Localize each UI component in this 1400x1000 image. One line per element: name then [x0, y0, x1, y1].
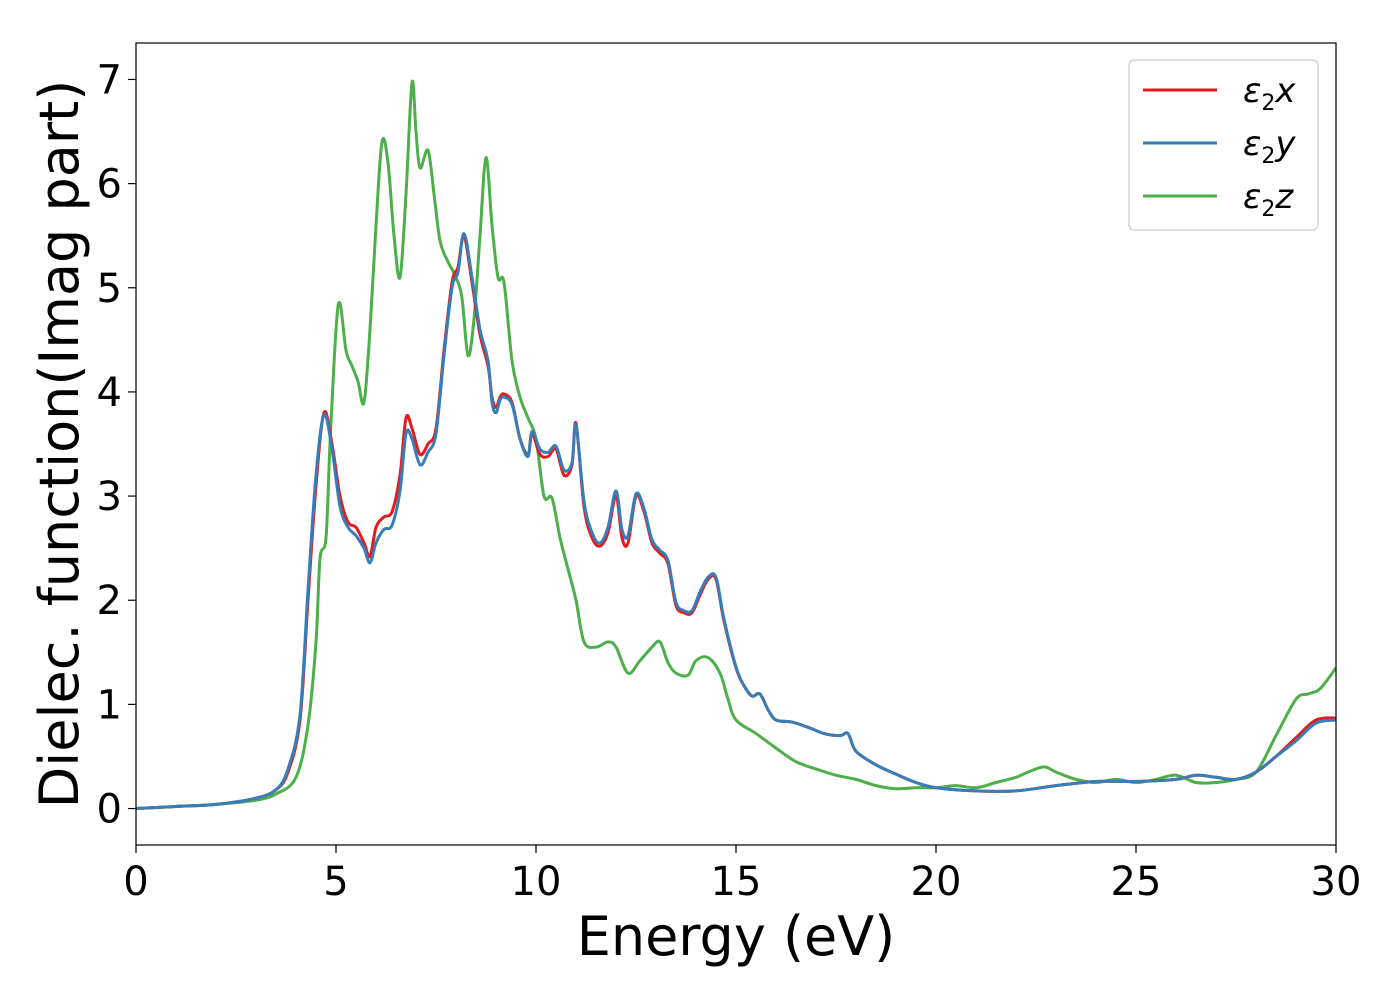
y-tick-label: 0 — [97, 787, 122, 833]
series-line-y — [136, 232, 1336, 811]
y-tick-label: 2 — [97, 578, 122, 624]
x-tick-label: 0 — [123, 859, 148, 905]
y-tick-label: 6 — [97, 162, 122, 208]
x-tick-label: 30 — [1311, 859, 1362, 905]
x-tick-label: 10 — [511, 859, 562, 905]
legend-label-z: ε2z — [1243, 177, 1294, 222]
y-tick-label: 1 — [97, 682, 122, 728]
y-tick-label: 3 — [97, 474, 122, 520]
legend-box — [1128, 59, 1319, 231]
plot-lines — [136, 79, 1336, 811]
x-tick-label: 25 — [1111, 859, 1162, 905]
legend: ε2x ε2y ε2z — [1128, 59, 1319, 231]
series-line-x — [136, 234, 1336, 811]
x-tick-label: 5 — [323, 859, 348, 905]
legend-label-y: ε2y — [1243, 124, 1296, 169]
y-axis-label: Dielec. function(Imag part) — [28, 80, 91, 809]
x-tick-label: 15 — [711, 859, 762, 905]
y-tick-label: 4 — [97, 370, 122, 416]
y-axis-ticks: 0 1 2 3 4 5 6 7 — [97, 57, 136, 833]
x-axis-label: Energy (eV) — [577, 905, 896, 968]
legend-label-x: ε2x — [1243, 71, 1296, 116]
x-axis-ticks: 0 5 10 15 20 25 30 — [123, 845, 1361, 905]
y-tick-label: 7 — [97, 57, 122, 103]
x-tick-label: 20 — [911, 859, 962, 905]
y-tick-label: 5 — [97, 266, 122, 312]
series-line-z — [136, 79, 1336, 811]
